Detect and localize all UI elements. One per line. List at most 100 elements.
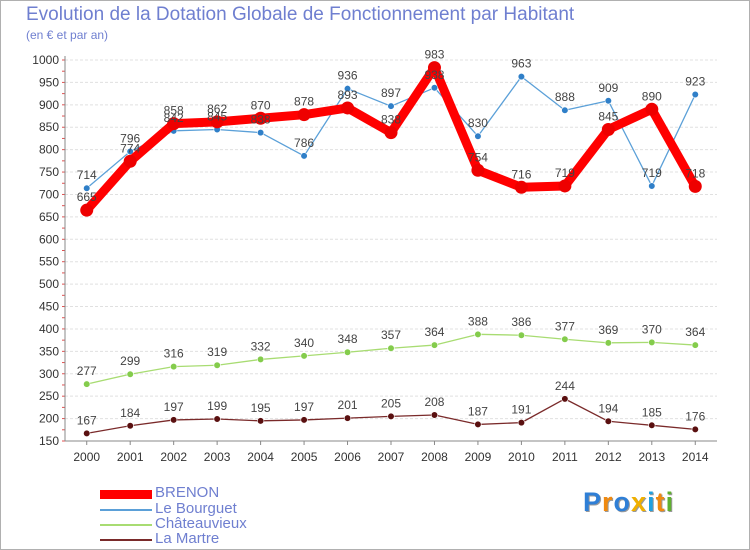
- x-tick-label-2009: 2009: [465, 450, 492, 464]
- data-point-brenon-2010: [514, 180, 528, 194]
- data-point-châteauvieux-2003: [213, 361, 221, 369]
- data-point-châteauvieux-2007: [387, 344, 395, 352]
- data-point-le-bourguet-2009: [474, 132, 482, 140]
- y-tick-label-200: 200: [39, 412, 59, 426]
- data-label-brenon-2012: 845: [598, 109, 618, 123]
- y-tick-label-450: 450: [39, 300, 59, 314]
- data-point-brenon-2003: [210, 115, 224, 129]
- data-label-brenon-2007: 838: [381, 113, 401, 127]
- data-point-châteauvieux-2011: [561, 335, 569, 343]
- data-label-le-bourguet-2009: 830: [468, 116, 488, 130]
- data-label-le-bourguet-2001: 796: [120, 131, 140, 145]
- data-label-le-bourguet-2013: 719: [642, 166, 662, 180]
- data-point-châteauvieux-2000: [83, 380, 91, 388]
- data-label-châteauvieux-2011: 377: [555, 319, 575, 333]
- logo-letter: P: [583, 487, 603, 517]
- data-point-brenon-2005: [297, 108, 311, 122]
- data-label-brenon-2013: 890: [642, 89, 662, 103]
- data-point-la-martre-2004: [257, 417, 265, 425]
- logo-letter: r: [602, 487, 614, 517]
- data-label-châteauvieux-2009: 388: [468, 314, 488, 328]
- data-label-la-martre-2014: 176: [685, 409, 705, 423]
- data-label-la-martre-2006: 201: [338, 398, 358, 412]
- data-label-brenon-2008: 983: [424, 48, 444, 62]
- data-point-le-bourguet-2007: [387, 102, 395, 110]
- data-point-brenon-2000: [80, 203, 94, 217]
- y-tick-label-300: 300: [39, 367, 59, 381]
- data-label-la-martre-2013: 185: [642, 405, 662, 419]
- data-point-la-martre-2012: [604, 417, 612, 425]
- data-point-brenon-2008: [427, 61, 441, 75]
- data-point-la-martre-2008: [430, 411, 439, 419]
- data-point-le-bourguet-2004: [257, 129, 265, 137]
- data-label-la-martre-2003: 199: [207, 399, 227, 413]
- logo-letter: t: [655, 487, 666, 517]
- data-label-châteauvieux-2002: 316: [164, 347, 184, 361]
- x-tick-label-2010: 2010: [508, 450, 535, 464]
- data-point-châteauvieux-2005: [300, 352, 308, 360]
- data-point-brenon-2014: [688, 179, 702, 193]
- x-tick-label-2008: 2008: [421, 450, 448, 464]
- data-point-brenon-2009: [471, 163, 485, 177]
- data-point-brenon-2012: [601, 122, 615, 136]
- data-point-la-martre-2006: [343, 414, 352, 422]
- data-point-brenon-2013: [645, 102, 659, 116]
- x-tick-label-2000: 2000: [73, 450, 100, 464]
- data-point-brenon-2006: [341, 101, 355, 115]
- data-point-la-martre-2007: [387, 412, 395, 420]
- data-point-la-martre-2005: [300, 416, 308, 424]
- x-tick-label-2004: 2004: [247, 450, 274, 464]
- legend-swatch-le-bourguet: [100, 509, 152, 511]
- data-label-le-bourguet-2011: 888: [555, 90, 575, 104]
- logo-letter: i: [647, 487, 656, 517]
- x-tick-label-2013: 2013: [638, 450, 665, 464]
- y-tick-label-750: 750: [39, 165, 59, 179]
- data-label-brenon-2010: 716: [511, 167, 531, 181]
- data-label-le-bourguet-2000: 714: [77, 168, 97, 182]
- data-point-brenon-2001: [123, 154, 137, 168]
- data-point-châteauvieux-2014: [691, 341, 699, 349]
- data-label-châteauvieux-2013: 370: [642, 322, 662, 336]
- data-label-brenon-2003: 862: [207, 102, 227, 116]
- data-point-le-bourguet-2014: [691, 90, 699, 99]
- y-tick-label-800: 800: [39, 143, 59, 157]
- data-point-châteauvieux-2012: [604, 339, 612, 347]
- y-tick-label-850: 850: [39, 120, 59, 134]
- legend-label-le-bourguet: Le Bourguet: [155, 500, 237, 517]
- x-tick-label-2006: 2006: [334, 450, 361, 464]
- data-label-brenon-2001: 774: [120, 141, 140, 155]
- data-label-le-bourguet-2014: 923: [685, 75, 705, 89]
- y-tick-label-900: 900: [39, 98, 59, 112]
- data-label-le-bourguet-2008: 938: [424, 68, 444, 82]
- data-label-brenon-2000: 665: [77, 190, 97, 204]
- data-point-la-martre-2002: [170, 416, 178, 424]
- y-tick-label-550: 550: [39, 255, 59, 269]
- data-label-la-martre-2002: 197: [164, 400, 184, 414]
- x-tick-label-2003: 2003: [204, 450, 231, 464]
- data-label-châteauvieux-2000: 277: [77, 364, 97, 378]
- logo-letter: i: [665, 487, 675, 517]
- data-point-le-bourguet-2008: [430, 84, 439, 92]
- data-point-châteauvieux-2009: [474, 330, 482, 338]
- data-label-la-martre-2011: 244: [555, 379, 575, 393]
- logo-letter: o: [613, 487, 632, 517]
- data-label-la-martre-2001: 184: [120, 406, 140, 420]
- data-point-la-martre-2009: [474, 420, 482, 429]
- data-label-le-bourguet-2006: 936: [338, 69, 358, 83]
- data-point-brenon-2004: [254, 111, 268, 125]
- legend-label-la-martre: La Martre: [155, 530, 220, 547]
- data-label-la-martre-2010: 191: [511, 403, 531, 417]
- x-tick-label-2014: 2014: [682, 450, 709, 464]
- data-point-châteauvieux-2001: [126, 370, 134, 378]
- data-label-brenon-2009: 754: [468, 150, 488, 164]
- data-point-châteauvieux-2004: [257, 355, 265, 364]
- data-label-brenon-2014: 718: [685, 166, 705, 180]
- x-tick-label-2005: 2005: [291, 450, 318, 464]
- data-label-le-bourguet-2007: 897: [381, 86, 401, 100]
- data-point-la-martre-2003: [213, 415, 221, 423]
- data-point-brenon-2007: [384, 126, 398, 140]
- data-label-châteauvieux-2008: 364: [424, 325, 444, 339]
- data-label-la-martre-2009: 187: [468, 404, 488, 418]
